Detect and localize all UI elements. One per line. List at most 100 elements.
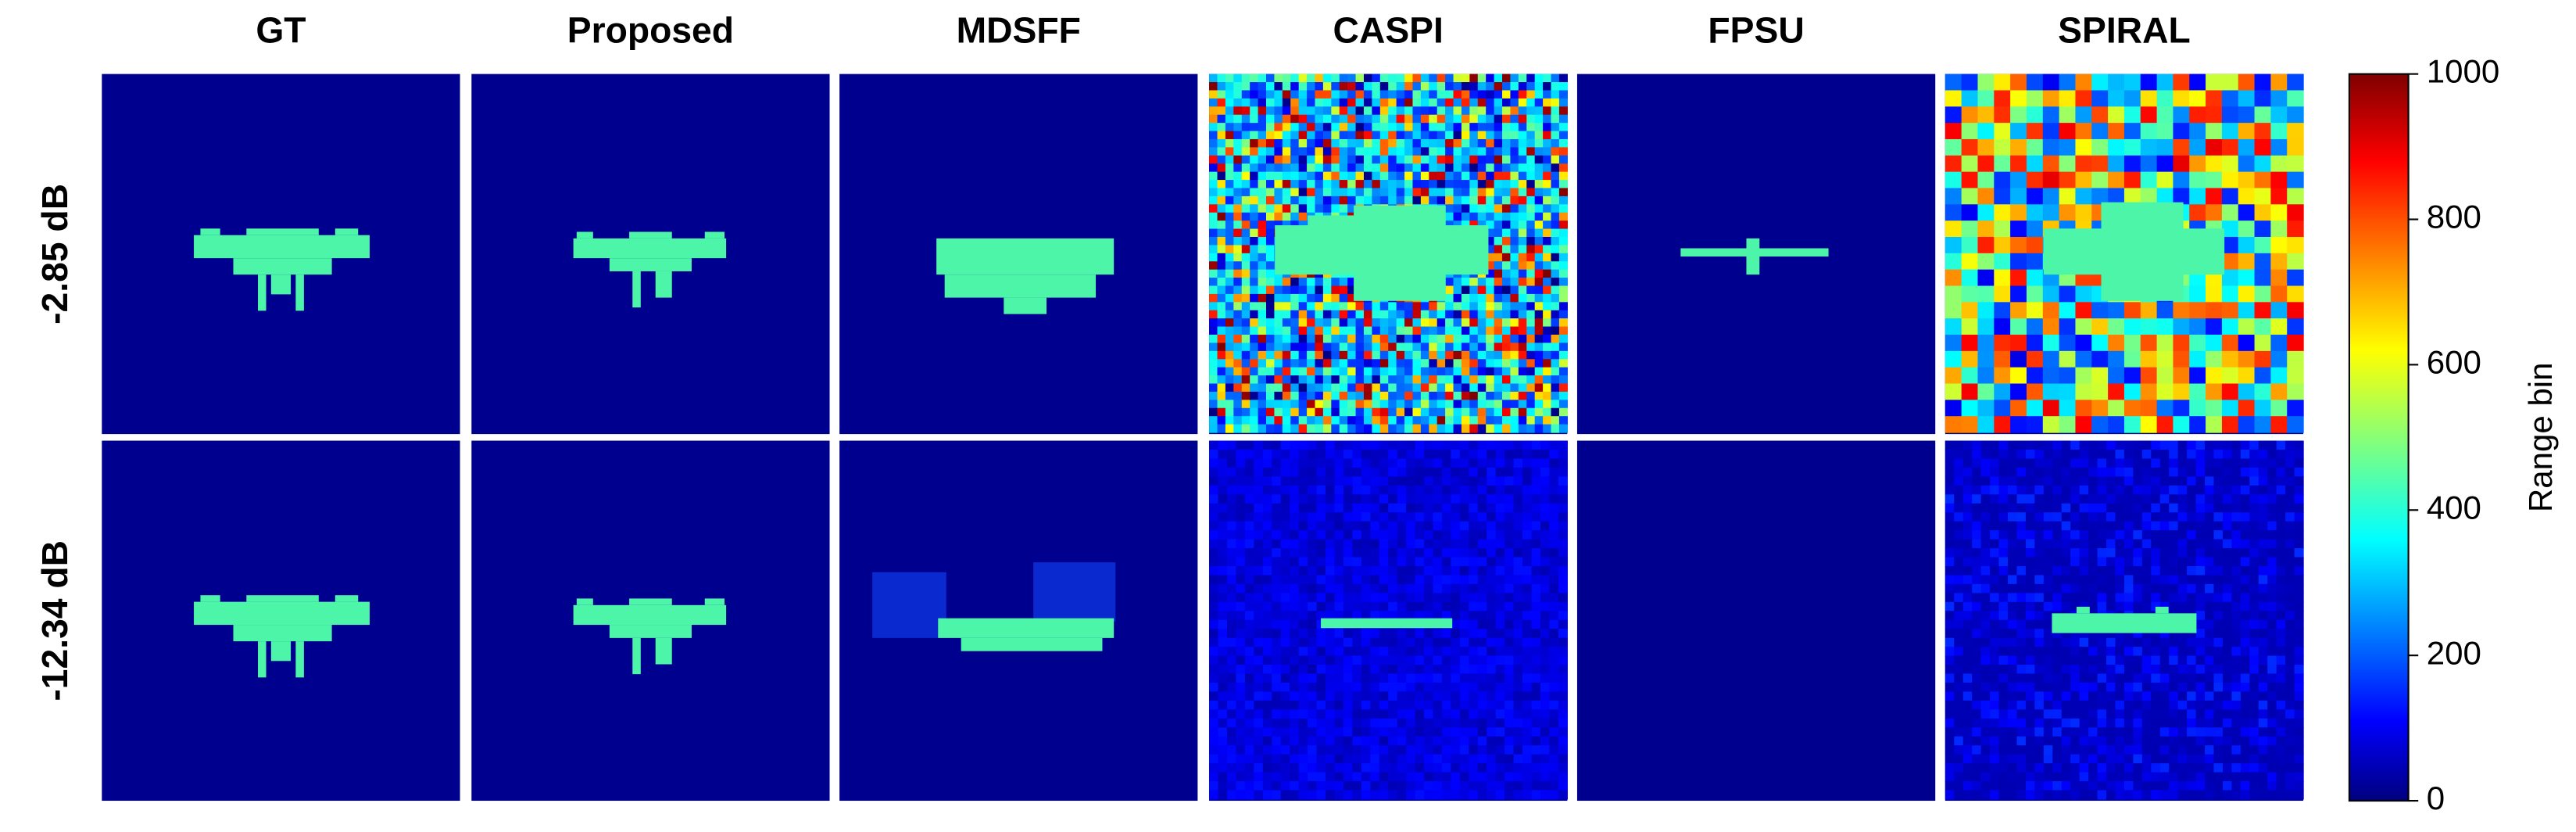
- noise-cell: [1280, 611, 1290, 621]
- noise-cell: [1262, 763, 1272, 773]
- noise-cell: [1453, 278, 1462, 287]
- noise-cell: [1372, 82, 1381, 91]
- noise-cell: [1266, 212, 1275, 221]
- noise-cell: [1225, 391, 1234, 400]
- noise-cell: [1945, 440, 1955, 450]
- noise-cell: [2221, 400, 2239, 417]
- noise-cell: [1558, 745, 1568, 755]
- noise-cell: [2133, 458, 2143, 468]
- noise-cell: [2070, 655, 2080, 665]
- noise-cell: [1209, 335, 1218, 344]
- noise-cell: [1316, 637, 1326, 647]
- noise-cell: [1461, 163, 1471, 173]
- noise-cell: [1461, 350, 1471, 360]
- noise-cell: [1282, 74, 1291, 83]
- noise-cell: [1361, 754, 1371, 764]
- noise-cell: [2115, 709, 2125, 719]
- noise-cell: [1379, 98, 1389, 107]
- noise-cell: [1445, 318, 1454, 328]
- noise-cell: [2026, 138, 2044, 156]
- noise-cell: [1331, 293, 1340, 303]
- noise-cell: [1233, 188, 1243, 197]
- noise-cell: [1262, 637, 1272, 647]
- noise-cell: [1396, 180, 1405, 189]
- noise-cell: [1241, 114, 1250, 124]
- noise-cell: [1436, 359, 1446, 368]
- noise-cell: [1298, 450, 1308, 460]
- noise-cell: [1307, 82, 1316, 91]
- noise-cell: [1415, 494, 1425, 504]
- noise-cell: [2026, 416, 2044, 433]
- noise-cell: [1361, 709, 1371, 719]
- noise-cell: [1972, 601, 1982, 611]
- noise-cell: [1502, 278, 1512, 287]
- noise-cell: [1217, 90, 1226, 99]
- noise-cell: [1990, 709, 2000, 719]
- noise-cell: [1962, 655, 1973, 665]
- noise-cell: [1486, 310, 1495, 319]
- noise-cell: [1972, 476, 1982, 486]
- noise-cell: [1531, 781, 1541, 791]
- noise-cell: [2115, 539, 2125, 549]
- noise-cell: [1343, 736, 1354, 746]
- noise-cell: [1396, 155, 1405, 164]
- noise-cell: [1412, 424, 1422, 433]
- noise-cell: [2070, 709, 2080, 719]
- noise-cell: [1495, 575, 1505, 585]
- noise-cell: [1241, 293, 1250, 303]
- noise-cell: [2016, 709, 2027, 719]
- noise-cell: [1962, 727, 1973, 737]
- noise-cell: [1551, 212, 1560, 221]
- noise-cell: [1522, 736, 1533, 746]
- noise-cell: [1990, 512, 2000, 522]
- noise-cell: [1412, 310, 1422, 319]
- noise-cell: [1241, 400, 1250, 409]
- noise-cell: [2059, 74, 2077, 91]
- noise-cell: [2097, 485, 2107, 495]
- noise-cell: [1233, 416, 1243, 425]
- noise-cell: [1347, 391, 1357, 400]
- noise-cell: [1298, 195, 1308, 205]
- noise-cell: [1526, 245, 1536, 254]
- noise-cell: [1510, 188, 1519, 197]
- noise-cell: [1477, 131, 1487, 140]
- noise-cell: [2097, 665, 2107, 675]
- noise-cell: [1290, 400, 1300, 409]
- noise-cell: [1388, 138, 1397, 149]
- noise-cell: [1280, 593, 1290, 603]
- noise-cell: [1962, 593, 1973, 603]
- noise-cell: [1274, 114, 1283, 124]
- noise-cell: [1424, 790, 1434, 800]
- noise-cell: [2061, 763, 2071, 773]
- noise-cell: [1298, 665, 1308, 675]
- noise-cell: [2043, 583, 2053, 594]
- noise-cell: [1372, 131, 1381, 140]
- noise-cell: [2287, 318, 2304, 335]
- noise-cell: [1494, 188, 1503, 197]
- noise-cell: [1254, 700, 1264, 710]
- noise-cell: [2026, 188, 2044, 205]
- noise-cell: [1370, 691, 1380, 701]
- noise-cell: [1322, 350, 1332, 360]
- noise-cell: [1513, 548, 1523, 558]
- noise-cell: [1227, 593, 1237, 603]
- noise-cell: [1225, 195, 1234, 205]
- noise-cell: [1406, 450, 1416, 460]
- noise-cell: [1272, 512, 1282, 522]
- noise-cell: [1543, 302, 1552, 311]
- noise-cell: [1290, 647, 1300, 657]
- noise-cell: [2008, 763, 2018, 773]
- noise-cell: [1451, 665, 1461, 675]
- noise-cell: [1262, 530, 1272, 540]
- noise-cell: [1513, 647, 1523, 657]
- noise-cell: [2016, 682, 2027, 693]
- noise-cell: [2133, 503, 2143, 513]
- noise-cell: [1262, 583, 1272, 594]
- noise-cell: [1397, 467, 1407, 478]
- noise-cell: [1355, 359, 1365, 368]
- noise-cell: [2034, 709, 2045, 719]
- noise-cell: [1513, 790, 1523, 800]
- noise-cell: [1339, 114, 1348, 124]
- noise-cell: [1250, 302, 1259, 311]
- noise-cell: [1331, 155, 1340, 164]
